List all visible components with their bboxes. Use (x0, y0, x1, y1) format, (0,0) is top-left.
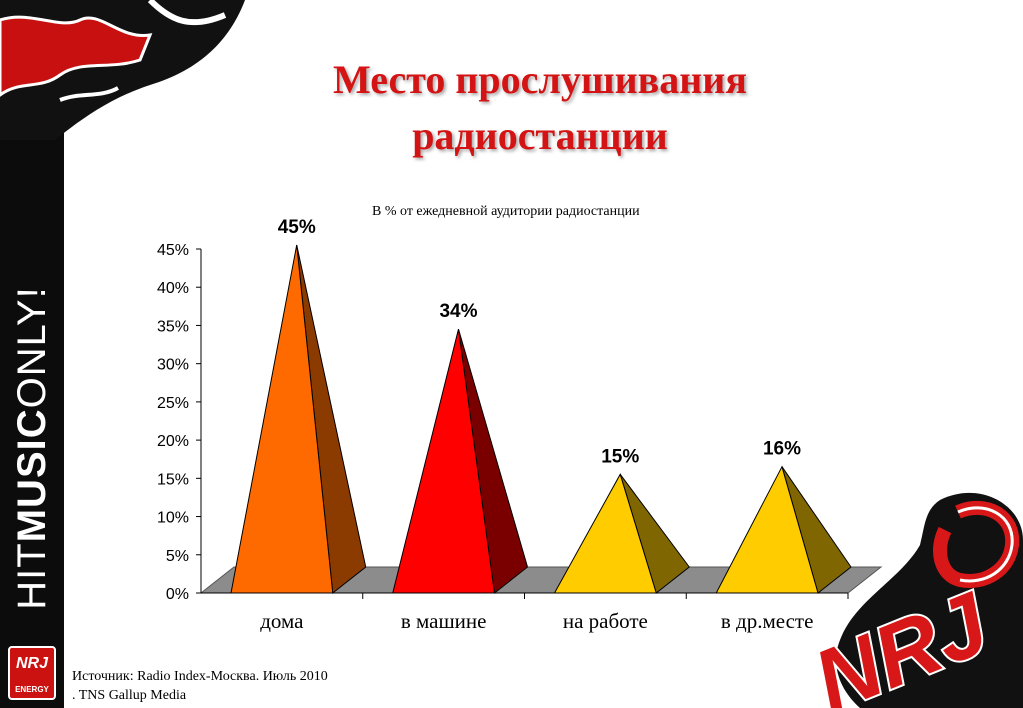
pyramid-bar (392, 328, 496, 594)
x-category-label: на работе (563, 609, 648, 633)
small-brand-logo: NRJ ENERGY (8, 646, 56, 700)
data-label: 16% (763, 439, 801, 460)
data-label: 34% (439, 301, 477, 322)
x-category-label: в машине (401, 609, 487, 633)
page-title-line1: Место прослушивания (333, 57, 747, 102)
y-tick-label: 10% (157, 510, 189, 527)
source-line-1: Источник: Radio Index-Москва. Июль 2010 (72, 669, 328, 684)
small-logo-text: NRJ (15, 655, 48, 672)
pyramid-bar (230, 244, 334, 594)
source-line-2: . TNS Gallup Media (72, 688, 187, 703)
y-tick-label: 40% (157, 280, 189, 297)
data-label: 45% (278, 217, 316, 238)
chart-subtitle: В % от ежедневной аудитории радиостанции (372, 204, 640, 219)
y-tick-label: 0% (166, 586, 189, 603)
x-category-label: в др.месте (721, 609, 814, 633)
y-tick-label: 35% (157, 318, 189, 335)
source-note: Источник: Radio Index-Москва. Июль 2010 … (72, 667, 328, 705)
page-title: Место прослушивания радиостанции (200, 52, 880, 164)
y-tick-label: 25% (157, 395, 189, 412)
pyramid-bar (553, 473, 657, 594)
y-tick-label: 20% (157, 433, 189, 450)
x-category-label: дома (260, 609, 304, 633)
small-logo-sub: ENERGY (15, 685, 49, 694)
data-label: 15% (601, 446, 639, 467)
y-tick-label: 45% (157, 242, 189, 259)
y-tick-label: 5% (166, 548, 189, 565)
pyramid-bar (715, 465, 819, 594)
page-title-line2: радиостанции (412, 113, 668, 158)
decorative-corner-logo (0, 0, 245, 140)
y-tick-label: 30% (157, 357, 189, 374)
y-tick-label: 15% (157, 471, 189, 488)
